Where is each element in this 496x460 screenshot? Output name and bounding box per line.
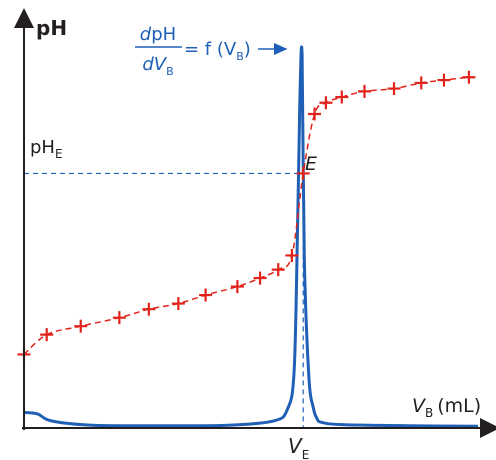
derivative-denominator: dVB <box>142 54 173 78</box>
equivalence-ph-label: pHE <box>30 137 63 161</box>
titration-point-marker <box>358 84 371 98</box>
titration-point-marker <box>40 328 54 342</box>
titration-point-marker <box>462 70 476 84</box>
derivative-numerator: dpH <box>140 24 176 45</box>
titration-point-marker <box>230 280 244 294</box>
equivalence-volume-label: VE <box>288 434 309 460</box>
titration-point-marker <box>199 288 213 302</box>
titration-point-marker <box>253 271 267 285</box>
titration-point-marker <box>414 76 428 90</box>
y-axis-label: pH <box>36 16 67 40</box>
titration-point-marker <box>271 263 285 277</box>
titration-point-marker <box>308 107 322 121</box>
derivative-series <box>23 45 479 428</box>
titration-point-marker <box>319 96 333 110</box>
titration-point-marker <box>112 311 126 325</box>
titration-point-marker <box>296 166 310 180</box>
titration-point-marker <box>387 82 401 96</box>
titration-curve-line <box>23 76 469 356</box>
titration-point-marker <box>171 297 185 311</box>
titration-series <box>17 70 476 361</box>
titration-point-marker <box>74 319 88 333</box>
derivative-annotation: dpH dVB = f (VB) <box>135 24 288 78</box>
titration-point-marker <box>437 73 451 87</box>
derivative-curve-line <box>23 45 479 428</box>
titration-point-marker <box>142 302 156 316</box>
equivalence-point-label: E <box>305 153 317 175</box>
titration-point-marker <box>285 248 299 262</box>
x-axis-label: VB (mL) <box>412 395 481 420</box>
derivative-function: = f (VB) <box>184 39 251 63</box>
titration-point-marker <box>335 90 349 104</box>
